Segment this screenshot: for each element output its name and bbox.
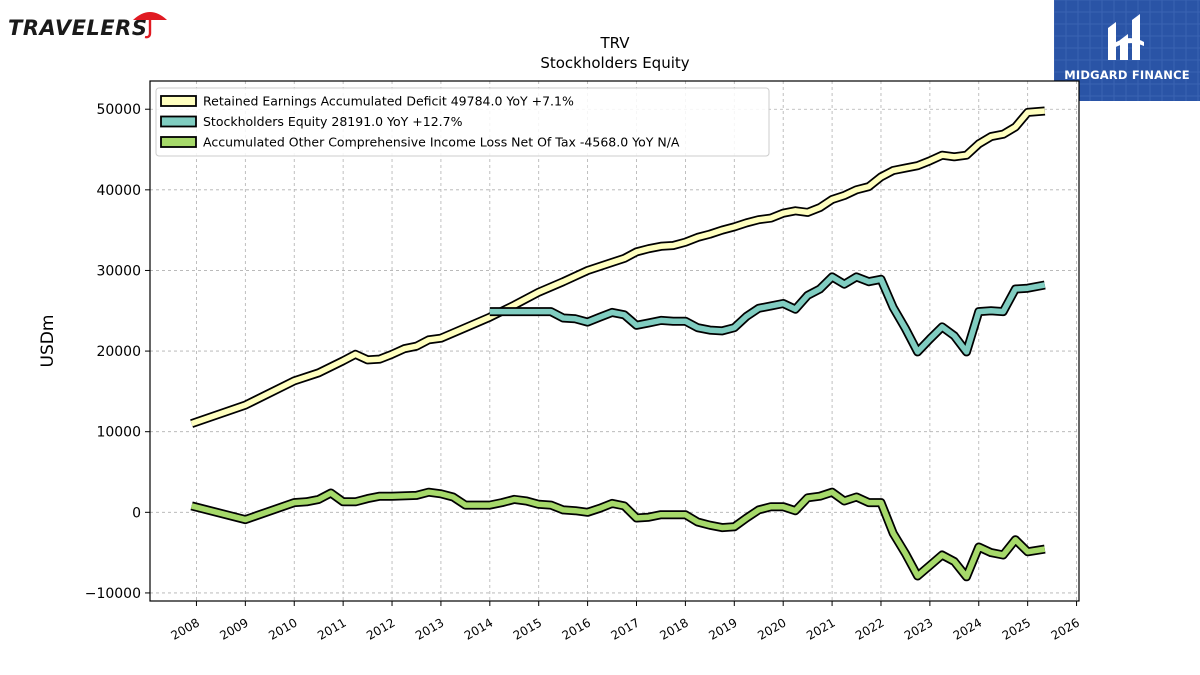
x-tick-label: 2009 — [217, 615, 250, 642]
legend: Retained Earnings Accumulated Deficit 49… — [155, 87, 770, 157]
y-tick-label: 0 — [132, 505, 141, 521]
x-tick-label: 2025 — [1000, 615, 1033, 642]
y-tick-label: 40000 — [96, 183, 141, 199]
y-axis-label: USDm — [38, 315, 58, 368]
x-tick-label: 2026 — [1049, 615, 1082, 642]
legend-box — [155, 87, 770, 157]
x-tick-label: 2016 — [560, 615, 593, 642]
x-tick-label: 2020 — [755, 615, 788, 642]
y-tick-label: −10000 — [85, 586, 141, 602]
travelers-logo-text: TRAVELERS — [8, 16, 148, 40]
series-lines — [190, 106, 1046, 582]
legend-swatch — [160, 136, 197, 148]
x-tick-label: 2023 — [902, 615, 935, 642]
series-line-2 — [190, 489, 1046, 580]
y-tick-label: 30000 — [96, 263, 141, 279]
x-tick-label: 2015 — [511, 615, 544, 642]
x-tick-label: 2019 — [706, 615, 739, 642]
y-tick-label: 50000 — [96, 102, 141, 118]
chart-subtitle: Stockholders Equity — [540, 54, 689, 72]
y-tick-label: 20000 — [96, 344, 141, 360]
plot-frame — [149, 80, 1080, 602]
legend-swatch — [160, 115, 197, 128]
legend-swatch — [160, 95, 197, 107]
umbrella-icon — [133, 12, 167, 39]
x-tick-label: 2014 — [462, 615, 495, 642]
x-tick-label: 2012 — [364, 615, 397, 642]
x-tick-label: 2022 — [853, 615, 886, 642]
badge-grid-pattern — [1054, 0, 1200, 101]
chart-title: TRV — [599, 34, 630, 52]
midgard-logo-icon — [1108, 14, 1144, 60]
x-tick-label: 2017 — [609, 615, 642, 642]
y-axis: −10000 0 10000 20000 30000 40000 50000 — [85, 102, 150, 602]
series-line-1 — [489, 274, 1046, 355]
legend-label: Retained Earnings Accumulated Deficit 49… — [203, 94, 574, 109]
y-tick-label: 10000 — [96, 425, 141, 441]
legend-label: Stockholders Equity 28191.0 YoY +12.7% — [203, 114, 463, 129]
legend-label: Accumulated Other Comprehensive Income L… — [203, 135, 680, 150]
x-tick-label: 2008 — [168, 615, 201, 642]
x-tick-label: 2021 — [804, 615, 837, 642]
badge-text: MIDGARD FINANCE — [1064, 68, 1190, 82]
x-tick-label: 2018 — [657, 615, 690, 642]
x-axis: 2008 2009 2010 2011 2012 2013 2014 2015 2016 2017… — [168, 601, 1082, 643]
x-tick-label: 2011 — [315, 615, 348, 642]
series-line-0 — [190, 108, 1046, 427]
x-tick-label: 2010 — [266, 615, 299, 642]
x-tick-label: 2024 — [951, 615, 984, 642]
x-tick-label: 2013 — [413, 615, 446, 642]
